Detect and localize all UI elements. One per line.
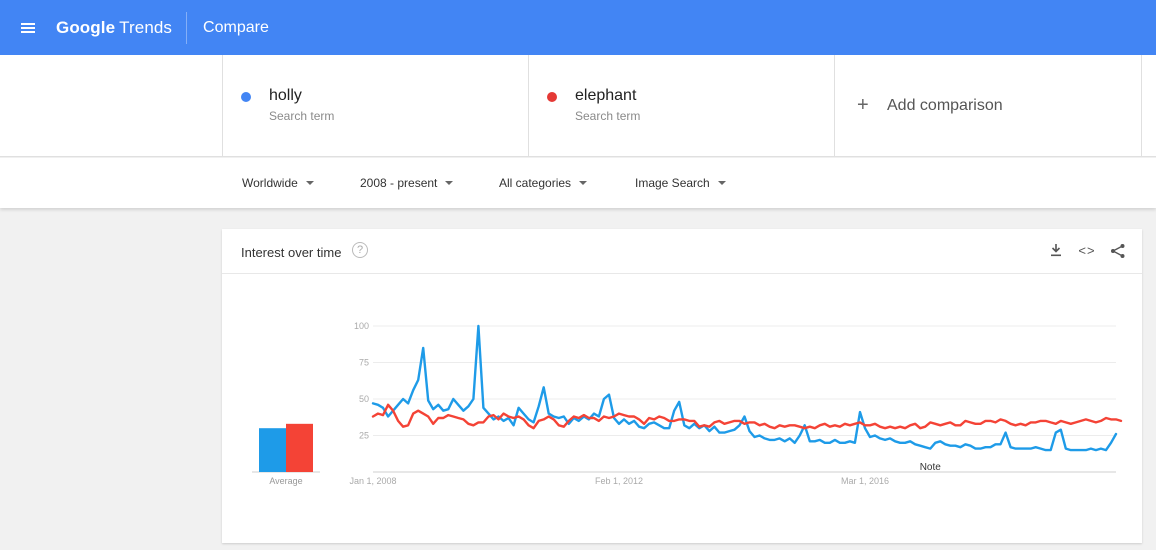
term-type: Search term [575,109,641,123]
term-name[interactable]: holly [269,87,302,104]
y-tick-label: 100 [354,321,369,331]
search-term-holly[interactable]: holly Search term [222,55,528,157]
filter-bar: Worldwide 2008 - present All categories … [0,158,1156,208]
term-name[interactable]: elephant [575,87,637,104]
interest-over-time-chart[interactable]: 25 50 75 100 Jan 1, 2008 Feb 1, 2012 Mar 1, 20… [222,275,1142,543]
y-tick-label: 50 [359,394,369,404]
plus-icon: + [857,94,869,116]
time-range-value: 2008 - present [360,176,438,190]
time-range-dropdown[interactable]: 2008 - present [360,176,454,190]
download-icon[interactable] [1046,241,1066,261]
average-bar-elephant [286,423,313,472]
region-value: Worldwide [242,176,298,190]
menu-icon[interactable] [0,0,56,55]
help-icon[interactable]: ? [352,242,368,258]
term-type: Search term [269,109,335,123]
term-color-dot [241,92,251,102]
add-comparison-label: Add comparison [887,97,1003,114]
card-title: Interest over time [241,245,342,260]
y-tick-label: 75 [359,358,369,368]
top-app-bar: Google Trends Compare [0,0,1156,55]
search-terms-bar: holly Search term elephant Search term +… [0,55,1156,157]
average-label: Average [269,476,302,486]
logo-brand: Google [56,17,116,37]
term-color-dot [547,92,557,102]
search-property-dropdown[interactable]: Image Search [635,176,726,190]
chevron-down-icon [717,181,726,185]
google-trends-logo[interactable]: Google Trends [56,11,188,44]
interest-over-time-card: Interest over time ? <> 25 50 75 100 Jan 1, … [222,229,1142,543]
y-tick-label: 25 [359,431,369,441]
embed-code-icon[interactable]: <> [1078,243,1096,258]
share-icon[interactable] [1108,241,1128,261]
chevron-down-icon [445,181,454,185]
page-title: Compare [203,18,269,36]
x-tick-label: Mar 1, 2016 [841,476,889,486]
logo-product: Trends [119,17,173,37]
search-term-elephant[interactable]: elephant Search term [528,55,834,157]
note-annotation: Note [920,462,942,473]
x-tick-label: Feb 1, 2012 [595,476,643,486]
x-tick-label: Jan 1, 2008 [349,476,396,486]
category-dropdown[interactable]: All categories [499,176,588,190]
add-comparison-button[interactable]: + Add comparison [834,55,1142,157]
card-header: Interest over time ? <> [222,229,1142,274]
average-bar-holly [259,428,286,472]
chevron-down-icon [305,181,314,185]
chevron-down-icon [579,181,588,185]
search-property-value: Image Search [635,176,710,190]
series-line-elephant [371,403,1123,430]
series-line-holly [371,324,1118,452]
region-dropdown[interactable]: Worldwide [242,176,314,190]
category-value: All categories [499,176,572,190]
